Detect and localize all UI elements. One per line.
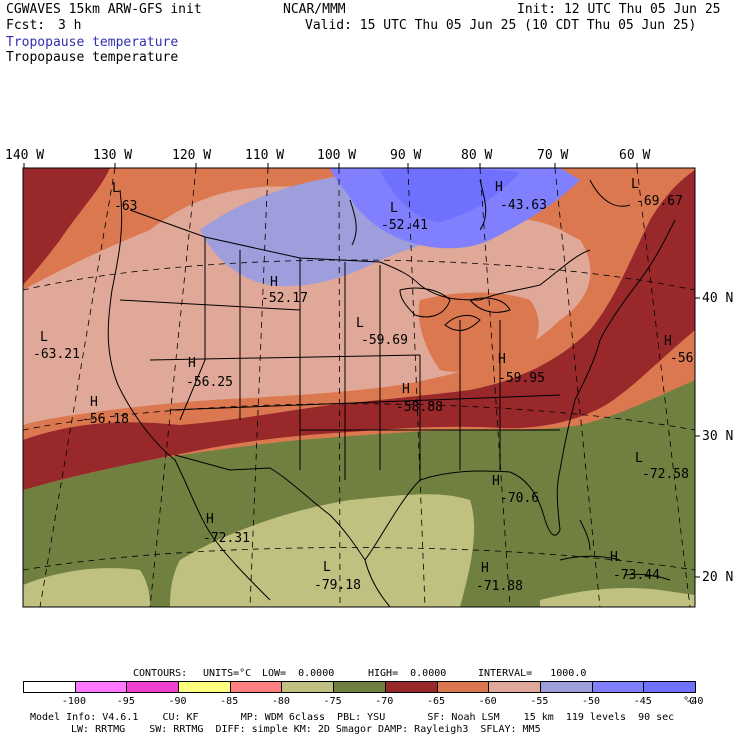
extremum-letter: H: [270, 275, 278, 290]
extremum-letter: H: [402, 382, 410, 397]
extremum-letter: L: [112, 181, 120, 196]
extremum-value: -58.88: [396, 400, 443, 415]
extremum-value: -79.18: [314, 578, 361, 593]
legend-color-box: [178, 681, 231, 693]
legend-color-box: [643, 681, 696, 693]
longitude-label: 100 W: [317, 148, 357, 163]
extremum-letter: H: [610, 550, 618, 565]
extremum-letter: H: [664, 334, 672, 349]
agency-label: NCAR/MMM: [283, 2, 346, 17]
extremum-value: -73.44: [613, 568, 660, 583]
legend-tick-label: -60: [478, 696, 497, 707]
longitude-label: 60 W: [619, 148, 651, 163]
contours-interval: INTERVAL= 1000.0: [478, 668, 587, 679]
init-time: Init: 12 UTC Thu 05 Jun 25: [517, 2, 721, 17]
legend-tick-label: -65: [426, 696, 445, 707]
extremum-letter: H: [188, 356, 196, 371]
legend-tick-label: -85: [220, 696, 239, 707]
latitude-label: 30 N: [702, 429, 734, 444]
forecast-value: 3 h: [58, 18, 82, 33]
map-tick-marks: [23, 163, 700, 578]
valid-time: Valid: 15 UTC Thu 05 Jun 25 (10 CDT Thu …: [305, 18, 697, 33]
model-info-line1: Model Info: V4.6.1 CU: KF MP: WDM 6class…: [30, 712, 675, 723]
longitude-label: 130 W: [93, 148, 133, 163]
legend-tick-label: -55: [530, 696, 549, 707]
contours-high: HIGH= 0.0000: [368, 668, 447, 679]
contours-label: CONTOURS:: [133, 668, 188, 679]
legend-color-box: [333, 681, 386, 693]
forecast-label: Fcst:: [6, 18, 46, 33]
legend-color-box: [384, 681, 438, 693]
extremum-letter: H: [492, 474, 500, 489]
legend-color-box: [539, 681, 593, 693]
legend-color-box: [23, 681, 76, 693]
legend-color-box: [126, 681, 180, 693]
field-title-primary: Tropopause temperature: [6, 35, 179, 50]
graticule-lines: [23, 168, 695, 607]
extremum-letter: L: [390, 201, 398, 216]
legend-tick-label: -80: [271, 696, 290, 707]
extremum-value: -56: [670, 351, 693, 366]
legend-color-box: [229, 681, 283, 693]
model-title: CGWAVES 15km ARW-GFS init: [6, 2, 202, 17]
legend-color-box: [436, 681, 490, 693]
extremum-letter: L: [323, 560, 331, 575]
extremum-letter: L: [356, 316, 364, 331]
extremum-value: -72.58: [642, 467, 689, 482]
longitude-label: 70 W: [537, 148, 569, 163]
extremum-letter: H: [206, 512, 214, 527]
extremum-value: -63: [114, 199, 137, 214]
contours-units: UNITS=°C: [203, 668, 252, 679]
pressure-extrema-labels: L -63 L -52.41 H -43.63 L -69.67 H -52.1…: [33, 177, 693, 594]
extremum-letter: L: [635, 451, 643, 466]
field-title-secondary: Tropopause temperature: [6, 50, 179, 65]
legend-tick-label: -95: [116, 696, 135, 707]
extremum-value: -43.63: [500, 198, 547, 213]
legend-color-box: [74, 681, 128, 693]
extremum-value: -52.17: [261, 291, 308, 306]
longitude-label: 120 W: [172, 148, 212, 163]
extremum-value: -56.18: [82, 412, 129, 427]
extremum-value: -59.95: [498, 371, 545, 386]
extremum-letter: H: [481, 561, 489, 576]
latitude-label: 40 N: [702, 291, 734, 306]
extremum-value: -56.25: [186, 375, 233, 390]
contours-low: LOW= 0.0000: [262, 668, 335, 679]
longitude-label: 110 W: [245, 148, 285, 163]
longitude-label: 140 W: [5, 148, 45, 163]
legend-tick-label: -40: [685, 696, 704, 707]
longitude-label: 80 W: [461, 148, 493, 163]
extremum-letter: H: [90, 395, 98, 410]
temperature-fill-field: [23, 168, 695, 607]
extremum-value: -70.6: [500, 491, 539, 506]
extremum-value: -59.69: [361, 333, 408, 348]
extremum-letter: L: [40, 330, 48, 345]
extremum-value: -69.67: [636, 194, 683, 209]
model-info-line2: LW: RRTMG SW: RRTMG DIFF: simple KM: 2D …: [71, 724, 541, 735]
legend-color-box: [591, 681, 645, 693]
extremum-letter: L: [631, 177, 639, 192]
legend-unit: °C: [683, 696, 696, 707]
legend-color-box: [281, 681, 335, 693]
map-frame: [22, 167, 696, 608]
latitude-label: 20 N: [702, 570, 734, 585]
legend-tick-label: -70: [375, 696, 394, 707]
political-boundaries: [107, 179, 676, 607]
legend-tick-label: -100: [61, 696, 86, 707]
longitude-label: 90 W: [390, 148, 422, 163]
legend-tick-label: -90: [168, 696, 187, 707]
legend-tick-label: -45: [633, 696, 652, 707]
extremum-letter: H: [498, 352, 506, 367]
legend-color-box: [488, 681, 541, 693]
extremum-value: -72.31: [203, 531, 250, 546]
legend-tick-label: -50: [582, 696, 601, 707]
legend-tick-label: -75: [323, 696, 342, 707]
extremum-value: -52.41: [381, 218, 428, 233]
extremum-letter: H: [495, 180, 503, 195]
extremum-value: -71.88: [476, 579, 523, 594]
extremum-value: -63.21: [33, 347, 80, 362]
